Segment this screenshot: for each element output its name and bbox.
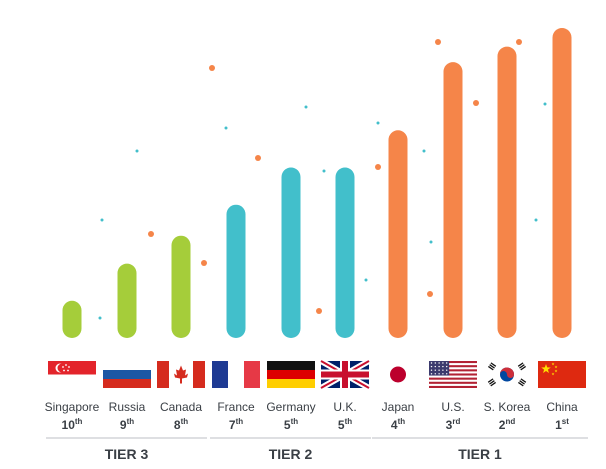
decorative-dots — [98, 39, 547, 320]
bar-russia — [117, 263, 137, 338]
flags-group — [48, 358, 586, 391]
rank-label-u-k: 5th — [338, 417, 352, 432]
rank-label-france: 7th — [229, 417, 243, 432]
decor-dot — [304, 105, 308, 109]
tier-groups: TIER 3 TIER 2 TIER 1 — [46, 437, 588, 462]
rank-label-canada: 8th — [174, 417, 188, 432]
flag-canada-icon — [157, 361, 205, 388]
bar-china — [552, 28, 572, 338]
category-label-japan: Japan — [382, 400, 415, 414]
flag-germany-icon — [267, 361, 315, 388]
decor-dot — [322, 169, 326, 173]
category-label-china: China — [546, 400, 578, 414]
decor-dot — [427, 291, 433, 297]
flag-south-korea-icon — [483, 361, 531, 388]
category-label-russia: Russia — [109, 400, 146, 414]
flag-singapore-icon — [48, 361, 96, 388]
rank-label-russia: 9th — [120, 417, 134, 432]
tier-group-tier-2: TIER 2 — [210, 437, 371, 462]
flag-usa-icon — [429, 361, 477, 388]
decor-dot — [375, 164, 381, 170]
decor-dot — [98, 316, 102, 320]
decor-dot — [429, 240, 433, 244]
category-label-germany: Germany — [266, 400, 315, 414]
category-label-u-s: U.S. — [441, 400, 464, 414]
rank-label-s-korea: 2nd — [499, 417, 516, 432]
rank-label-u-s: 3rd — [446, 417, 461, 432]
tier-label: TIER 2 — [269, 446, 313, 462]
decor-dot — [543, 102, 547, 106]
category-label-france: France — [217, 400, 255, 414]
decor-dot — [209, 65, 215, 71]
bar-france — [226, 204, 246, 338]
category-label-u-k: U.K. — [333, 400, 356, 414]
bar-s-korea — [497, 46, 517, 338]
rank-label-singapore: 10th — [62, 417, 83, 432]
decor-dot — [422, 149, 426, 153]
decor-dot — [224, 126, 228, 130]
decor-dot — [435, 39, 441, 45]
decor-dot — [534, 218, 538, 222]
tier-label: TIER 3 — [105, 446, 149, 462]
tier-group-tier-1: TIER 1 — [372, 437, 588, 462]
bar-japan — [388, 130, 408, 338]
decor-dot — [473, 100, 479, 106]
decor-dot — [255, 155, 261, 161]
decor-dot — [376, 121, 380, 125]
category-label-s-korea: S. Korea — [484, 400, 531, 414]
rank-label-china: 1st — [555, 417, 569, 432]
flag-france-icon — [212, 361, 260, 388]
rank-label-japan: 4th — [391, 417, 405, 432]
flag-uk-icon — [319, 358, 371, 391]
category-label-canada: Canada — [160, 400, 202, 414]
decor-dot — [100, 218, 104, 222]
decor-dot — [364, 278, 368, 282]
rank-label-germany: 5th — [284, 417, 298, 432]
decor-dot — [148, 231, 154, 237]
flag-china-icon — [538, 361, 586, 388]
bar-germany — [281, 167, 301, 338]
category-label-singapore: Singapore — [45, 400, 100, 414]
flag-russia-icon — [103, 361, 151, 388]
tier-label: TIER 1 — [458, 446, 502, 462]
bars-group — [62, 28, 572, 338]
bar-u-k — [335, 167, 355, 338]
decor-dot — [316, 308, 322, 314]
labels-group: Singapore 10th Russia 9th Canada 8th France 7th… — [45, 400, 578, 432]
tier-group-tier-3: TIER 3 — [46, 437, 207, 462]
decor-dot — [201, 260, 207, 266]
flag-japan-icon — [374, 361, 422, 388]
bar-singapore — [62, 300, 82, 338]
decor-dot — [135, 149, 139, 153]
bar-u-s — [443, 62, 463, 338]
bar-canada — [171, 235, 191, 338]
decor-dot — [516, 39, 522, 45]
